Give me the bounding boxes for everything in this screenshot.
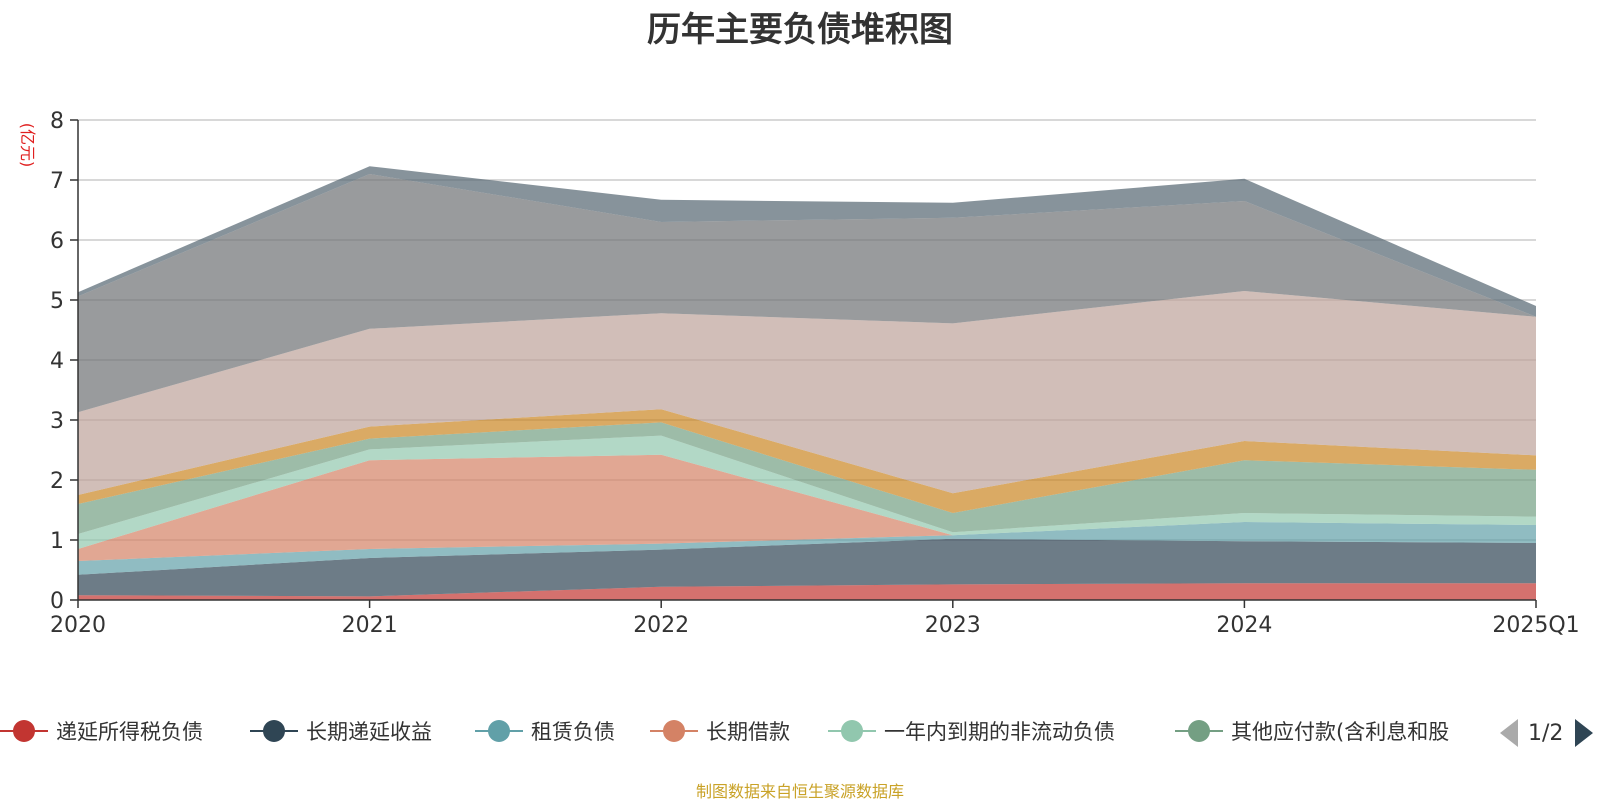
y-tick-label: 8 [50,109,64,134]
y-tick-label: 7 [50,169,64,194]
legend-label: 长期递延收益 [306,720,432,744]
y-tick-label: 2 [50,469,64,494]
y-axis-unit-label: (亿元) [18,123,37,168]
legend-page-indicator: 1/2 [1528,720,1564,746]
series-area-2[interactable] [78,538,1536,597]
legend-item[interactable]: 长期借款 [650,713,790,749]
series-area-4[interactable] [78,454,1536,561]
series-area-6[interactable] [78,422,1536,534]
x-tick-label: 2024 [1216,613,1272,638]
legend-marker-icon [0,716,48,746]
source-note: 制图数据来自恒生聚源数据库 [695,782,904,801]
series-areas [78,166,1536,600]
legend-item[interactable]: 租赁负债 [475,713,615,749]
legend-label: 长期借款 [706,720,790,744]
legend-marker-icon [475,716,523,746]
series-area-8[interactable] [78,291,1536,495]
series-area-1[interactable] [78,583,1536,600]
legend: 递延所得税负债 长期递延收益 租赁负债 长期借款 一年内到期的非流动负债 其他应付款(含利… [0,713,1600,749]
x-tick-label: 2022 [633,613,689,638]
legend-prev-page-icon[interactable] [1500,719,1518,747]
legend-label: 其他应付款(含利息和股 [1231,720,1450,744]
y-tick-label: 1 [50,529,64,554]
legend-label: 一年内到期的非流动负债 [884,720,1115,744]
legend-item[interactable]: 长期递延收益 [250,713,432,749]
legend-marker-icon [828,716,876,746]
legend-pager: 1/2 [1500,718,1594,748]
axes: 0 1 2 3 4 5 6 7 8 2020 2021 2022 2023 2024 2025Q1 [50,109,1580,638]
chart-title: 历年主要负债堆积图 [647,10,953,50]
y-tick-label: 5 [50,289,64,314]
series-area-10[interactable] [78,166,1536,317]
y-tick-label: 6 [50,229,64,254]
y-tick-label: 4 [50,349,64,374]
chart-area: 0 1 2 3 4 5 6 7 8 2020 2021 2022 2023 2024 2025Q1 (亿元) [18,109,1580,638]
series-area-7[interactable] [78,409,1536,513]
x-tick-label: 2025Q1 [1492,613,1579,638]
legend-item[interactable]: 其他应付款(含利息和股 [1175,713,1449,749]
y-tick-label: 0 [50,589,64,614]
x-tick-label: 2023 [925,613,981,638]
legend-marker-icon [650,716,698,746]
legend-marker-icon [250,716,298,746]
legend-label: 租赁负债 [531,720,615,744]
y-tick-label: 3 [50,409,64,434]
legend-next-page-icon[interactable] [1575,719,1594,747]
legend-item[interactable]: 递延所得税负债 [0,713,203,749]
x-tick-label: 2020 [50,613,106,638]
series-area-5[interactable] [78,435,1536,549]
legend-label: 递延所得税负债 [56,720,203,744]
series-area-9[interactable] [78,174,1536,413]
x-tick-label: 2021 [342,613,398,638]
legend-item[interactable]: 一年内到期的非流动负债 [828,713,1115,749]
legend-marker-icon [1175,716,1223,746]
series-area-3[interactable] [78,522,1536,575]
